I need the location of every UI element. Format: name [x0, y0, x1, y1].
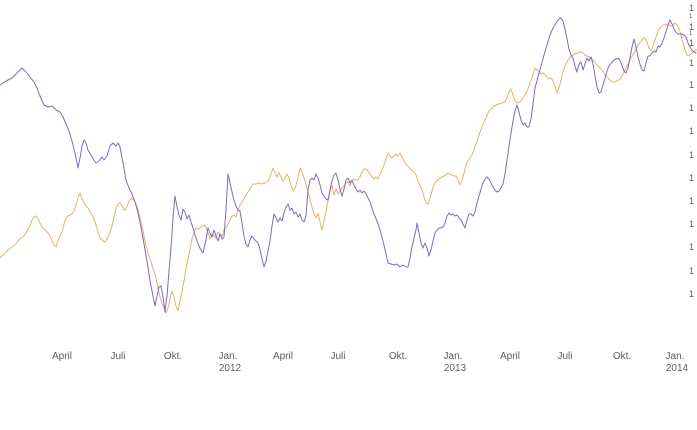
x-tick-label: Juli — [110, 351, 126, 362]
x-tick-label: Jan. — [218, 351, 238, 362]
y-tick-label: 1 — [689, 58, 695, 68]
x-tick-label: April — [51, 351, 73, 362]
x-tick-label: Juli — [557, 351, 573, 362]
x-tick-label: Jan. — [665, 351, 685, 362]
y-tick-label: 1 — [689, 196, 695, 206]
y-tick-label: . — [689, 143, 691, 149]
x-tick-label: Juli — [330, 351, 346, 362]
y-tick-label: 1 — [689, 126, 695, 136]
y-tick-label: 1 — [689, 22, 695, 32]
x-tick-year-label: 2014 — [665, 363, 689, 374]
x-tick-label: April — [499, 351, 521, 362]
y-tick-label: 1 — [689, 31, 693, 37]
y-tick-label: 1 — [689, 14, 693, 20]
y-tick-label: 1 — [689, 80, 695, 90]
x-tick-label: Okt. — [612, 351, 632, 362]
y-tick-label: 1 — [689, 219, 695, 229]
y-tick-label: 1 — [689, 266, 695, 276]
x-tick-label: Jan. — [443, 351, 463, 362]
y-tick-label: 1 — [689, 38, 695, 48]
y-tick-label: 1 — [689, 289, 695, 299]
y-tick-label: 1 — [689, 173, 695, 183]
x-tick-year-label: 2012 — [218, 363, 242, 374]
x-tick-label: Okt. — [388, 351, 408, 362]
x-tick-label: Okt. — [163, 351, 183, 362]
y-tick-label: 1 — [689, 103, 695, 113]
x-tick-label: April — [272, 351, 294, 362]
y-tick-label: 1 — [689, 150, 695, 160]
purple-series-line — [0, 17, 697, 313]
orange-series-line — [0, 22, 697, 314]
y-tick-label: 1 — [689, 242, 695, 252]
y-tick-label: . — [689, 94, 691, 100]
x-tick-year-label: 2013 — [443, 363, 467, 374]
y-tick-label: 1 — [689, 3, 695, 13]
